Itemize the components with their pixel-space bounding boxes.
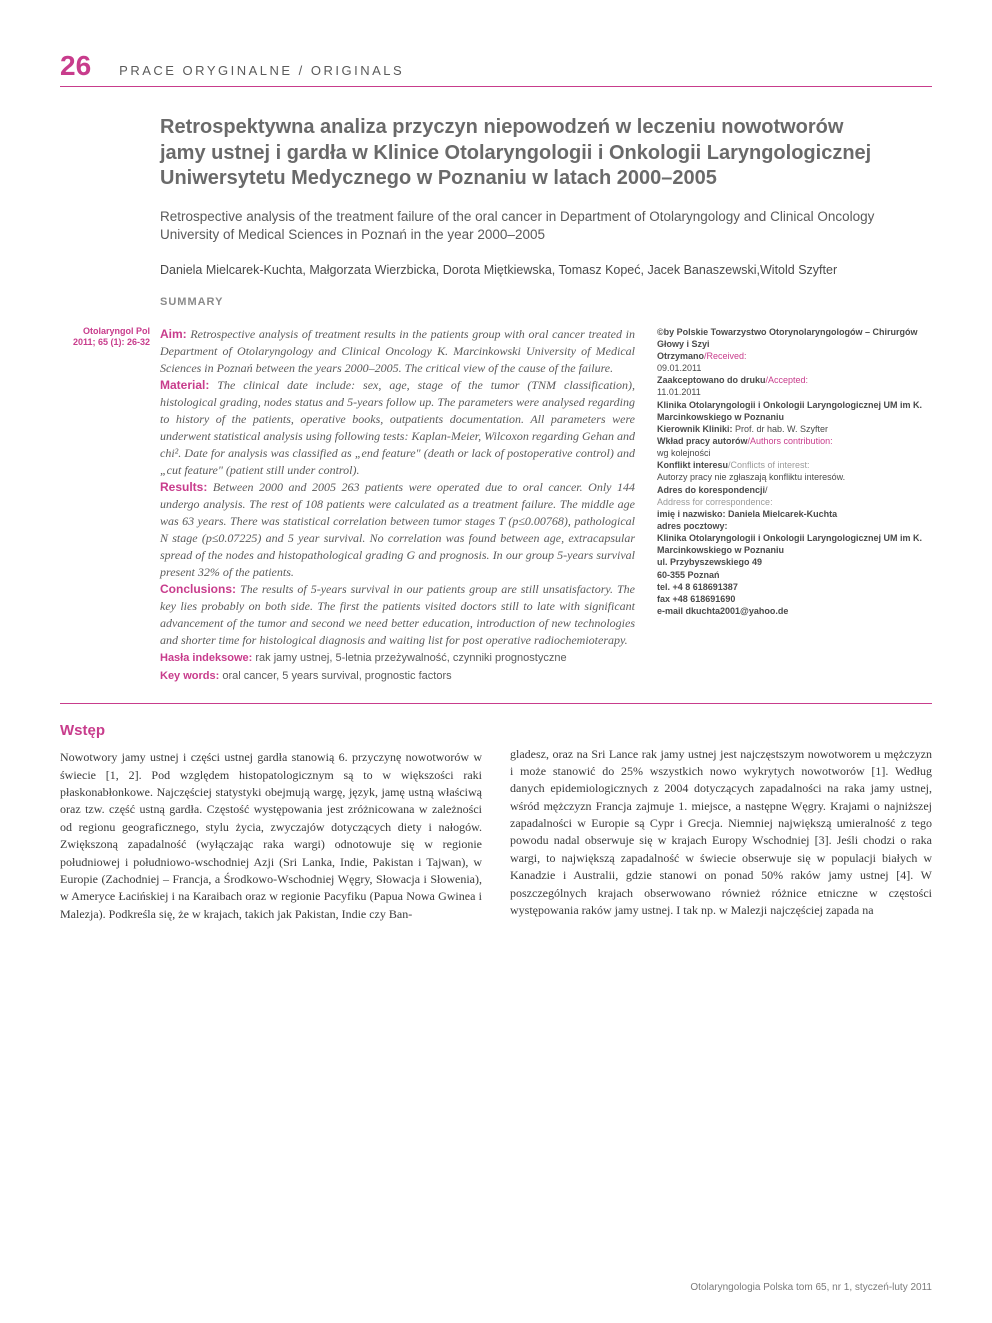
head-row: Kierownik Kliniki: Prof. dr hab. W. Szyf… — [657, 423, 932, 435]
body-text-right: gladesz, oraz na Sri Lance rak jamy ustn… — [510, 746, 932, 920]
material-text: The clinical date include: sex, age, sta… — [160, 378, 635, 477]
accepted-date: 11.01.2011 — [657, 386, 932, 398]
left-margin: Otolaryngol Pol 2011; 65 (1): 26-32 — [60, 326, 160, 685]
corr-fax: fax +48 618691690 — [657, 593, 932, 605]
received-label-en: /Received: — [704, 351, 747, 361]
received-date: 09.01.2011 — [657, 362, 932, 374]
keywords-label: Key words: — [160, 670, 219, 682]
page-number: 26 — [60, 50, 91, 82]
divider — [60, 703, 932, 704]
summary-text: Aim: Retrospective analysis of treatment… — [160, 326, 635, 685]
summary-section: Otolaryngol Pol 2011; 65 (1): 26-32 Aim:… — [60, 326, 932, 685]
corr-addr3: 60-355 Poznań — [657, 569, 932, 581]
corr-row: Adres do korespondencji/ — [657, 484, 932, 496]
corr-name-label: imię i nazwisko: — [657, 509, 726, 519]
conflict-label-pl: Konflikt interesu — [657, 460, 728, 470]
contrib-text: wg kolejności — [657, 447, 932, 459]
body-text-left: Nowotwory jamy ustnej i części ustnej ga… — [60, 749, 482, 923]
affiliation: Klinika Otolaryngologii i Onkologii Lary… — [657, 399, 932, 423]
conflict-row: Konflikt interesu/Conflicts of interest: — [657, 459, 932, 471]
section-name: PRACE ORYGINALNE / ORIGINALS — [119, 63, 404, 78]
results-label: Results: — [160, 480, 207, 494]
conflict-label-en: /Conflicts of interest: — [728, 460, 810, 470]
keywords-text: oral cancer, 5 years survival, prognosti… — [219, 670, 451, 682]
contrib-label-en: /Authors contribution: — [748, 436, 833, 446]
aim-text: Retrospective analysis of treatment resu… — [160, 327, 635, 375]
accepted-label-pl: Zaakceptowano do druku — [657, 375, 766, 385]
contrib-label-pl: Wkład pracy autorów — [657, 436, 748, 446]
material-label: Material: — [160, 378, 209, 392]
corr-label-en: Address for correspondence: — [657, 496, 932, 508]
title-block: Retrospektywna analiza przyczyn niepowod… — [160, 115, 892, 308]
corr-slash: / — [765, 485, 768, 495]
body-section: Wstęp Nowotwory jamy ustnej i części ust… — [60, 720, 932, 924]
results-text: Between 2000 and 2005 263 patients were … — [160, 480, 635, 579]
article-title-pl: Retrospektywna analiza przyczyn niepowod… — [160, 115, 892, 192]
corr-addr-label: adres pocztowy: — [657, 520, 932, 532]
body-column-left: Wstęp Nowotwory jamy ustnej i części ust… — [60, 720, 482, 924]
accepted-label-en: /Accepted: — [766, 375, 809, 385]
meta-sidebar: ©by Polskie Towarzystwo Otorynolaryngolo… — [635, 326, 932, 685]
received-row: Otrzymano/Received: — [657, 350, 932, 362]
received-label-pl: Otrzymano — [657, 351, 704, 361]
corr-email: e-mail dkuchta2001@yahoo.de — [657, 605, 932, 617]
head-name: Prof. dr hab. W. Szyfter — [733, 424, 829, 434]
corr-label-pl: Adres do korespondencji — [657, 485, 765, 495]
conflict-text: Autorzy pracy nie zgłaszają konfliktu in… — [657, 471, 932, 483]
corr-addr2: ul. Przybyszewskiego 49 — [657, 556, 932, 568]
conclusions-label: Conclusions: — [160, 582, 236, 596]
corr-addr1: Klinika Otolaryngologii i Onkologii Lary… — [657, 532, 932, 556]
head-label: Kierownik Kliniki: — [657, 424, 733, 434]
citation: Otolaryngol Pol 2011; 65 (1): 26-32 — [60, 326, 150, 349]
contrib-row: Wkład pracy autorów/Authors contribution… — [657, 435, 932, 447]
authors: Daniela Mielcarek-Kuchta, Małgorzata Wie… — [160, 262, 892, 280]
copyright: ©by Polskie Towarzystwo Otorynolaryngolo… — [657, 326, 932, 350]
accepted-row: Zaakceptowano do druku/Accepted: — [657, 374, 932, 386]
corr-name-row: imię i nazwisko: Daniela Mielcarek-Kucht… — [657, 508, 932, 520]
footer: Otolaryngologia Polska tom 65, nr 1, sty… — [690, 1282, 932, 1293]
body-heading: Wstęp — [60, 720, 482, 742]
hasla-text: rak jamy ustnej, 5-letnia przeżywalność,… — [252, 652, 566, 664]
aim-label: Aim: — [160, 327, 187, 341]
hasla-label: Hasła indeksowe: — [160, 652, 252, 664]
corr-name: Daniela Mielcarek-Kuchta — [726, 509, 838, 519]
corr-tel: tel. +4 8 618691387 — [657, 581, 932, 593]
summary-heading: SUMMARY — [160, 296, 892, 308]
article-title-en: Retrospective analysis of the treatment … — [160, 208, 892, 244]
page-header: 26 PRACE ORYGINALNE / ORIGINALS — [60, 50, 932, 87]
body-column-right: gladesz, oraz na Sri Lance rak jamy ustn… — [510, 720, 932, 924]
